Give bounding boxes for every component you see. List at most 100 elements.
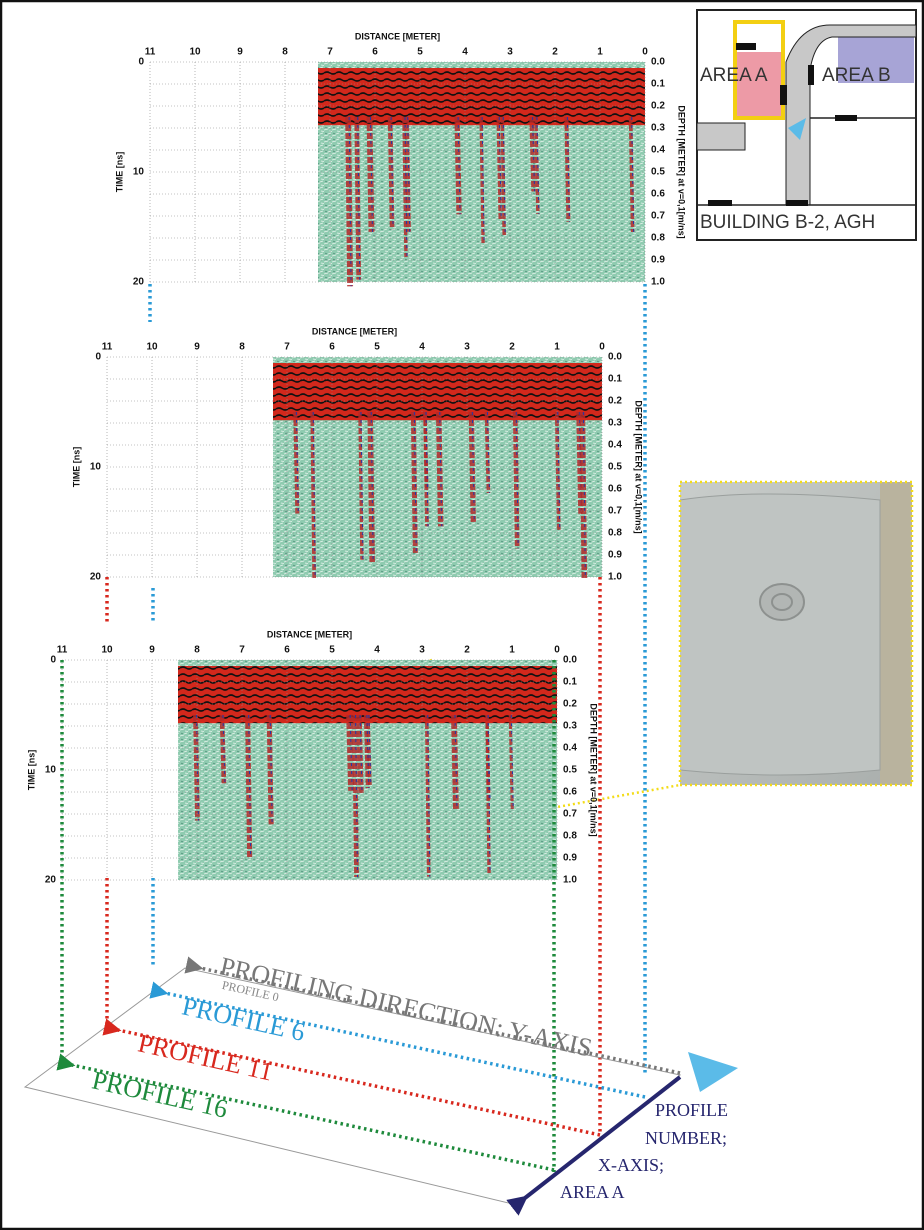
- reflection: [402, 116, 408, 257]
- distance-tick: 5: [374, 342, 380, 353]
- reflection: [481, 116, 485, 245]
- time-tick: 20: [45, 875, 57, 886]
- time-tick: 10: [45, 765, 57, 776]
- depth-tick: 0.3: [651, 123, 665, 134]
- reflection: [193, 714, 200, 821]
- distance-tick: 2: [464, 645, 470, 656]
- time-axis-title: TIME [ns]: [26, 750, 36, 791]
- reflection: [423, 411, 429, 527]
- depth-tick: 0.1: [651, 79, 665, 90]
- depth-tick: 0.4: [651, 145, 665, 156]
- radargram-panel: 11 10 9 8 7 6 5 4 3 2 1 00.00.10.20.30.40.50.60.70.…: [114, 31, 686, 287]
- depth-tick: 0.7: [651, 211, 665, 222]
- reflection: [352, 714, 359, 877]
- reflection: [366, 116, 375, 232]
- reflection: [486, 411, 490, 493]
- reflection: [557, 411, 561, 530]
- reflection: [631, 116, 635, 233]
- distance-tick: 6: [372, 47, 378, 58]
- depth-tick: 0.2: [651, 101, 665, 112]
- reflection: [269, 714, 273, 825]
- reflection: [295, 411, 299, 514]
- time-tick: 10: [90, 462, 102, 473]
- depth-tick: 0.2: [563, 699, 577, 710]
- reflection: [367, 411, 375, 563]
- reflection: [454, 116, 462, 215]
- time-tick: 0: [95, 352, 101, 363]
- reflection: [387, 116, 395, 230]
- distance-tick: 3: [507, 47, 513, 58]
- distance-tick: 11: [57, 645, 68, 656]
- distance-axis-title: DISTANCE [METER]: [267, 629, 352, 639]
- reflection: [457, 116, 461, 215]
- reflection: [576, 411, 583, 514]
- reflection: [529, 116, 536, 192]
- reflection: [496, 116, 502, 220]
- profiling-direction: PROFILING DIRECTION: Y-AXIS: [217, 951, 595, 1062]
- x-axis-label: PROFILE: [655, 1100, 728, 1120]
- depth-tick: 0.5: [651, 167, 665, 178]
- distance-tick: 4: [374, 645, 380, 656]
- distance-tick: 2: [552, 47, 558, 58]
- time-tick: 20: [90, 572, 102, 583]
- reflection: [310, 411, 317, 580]
- reflection: [579, 411, 588, 580]
- distance-tick: 4: [462, 47, 468, 58]
- depth-tick: 0.5: [563, 765, 577, 776]
- distance-tick: 2: [509, 342, 515, 353]
- reflection: [512, 411, 520, 549]
- reflection: [534, 116, 540, 214]
- map-label: BUILDING B-2, AGH: [700, 212, 875, 233]
- distance-tick: 6: [329, 342, 335, 353]
- site-map: [696, 9, 917, 241]
- depth-tick: 1.0: [563, 875, 577, 886]
- time-axis-title: TIME [ns]: [71, 447, 81, 488]
- time-axis-title: TIME [ns]: [114, 152, 124, 193]
- reflection: [363, 714, 370, 789]
- depth-tick: 0.8: [563, 831, 577, 842]
- distance-tick: 1: [597, 47, 603, 58]
- depth-tick: 0.9: [563, 853, 577, 864]
- distance-tick: 7: [284, 342, 290, 353]
- reflection: [219, 714, 227, 784]
- reflection: [369, 116, 373, 232]
- reflection: [498, 116, 502, 220]
- distance-tick: 10: [189, 47, 201, 58]
- radargram-surface: [273, 363, 602, 421]
- depth-tick: 0.6: [651, 189, 665, 200]
- guides: [60, 284, 647, 1172]
- distance-tick: 8: [239, 342, 245, 353]
- distance-tick: 7: [239, 645, 245, 656]
- time-tick: 20: [133, 277, 145, 288]
- profile-label: PROFILE 11: [135, 1028, 275, 1086]
- radargram-panel: 11 10 9 8 7 6 5 4 3 2 1 00.00.10.20.30.40.50.60.70.…: [26, 629, 598, 885]
- reflection: [479, 116, 485, 245]
- distance-tick: 10: [101, 645, 113, 656]
- distance-tick: 0: [599, 342, 605, 353]
- reflection: [359, 714, 363, 795]
- reflection: [487, 714, 491, 874]
- depth-axis-title: DEPTH [METER] at v=0,1[m/ns]: [589, 703, 599, 836]
- distance-tick: 0: [642, 47, 648, 58]
- time-tick: 0: [138, 57, 144, 68]
- distance-tick: 9: [149, 645, 155, 656]
- distance-tick: 7: [327, 47, 333, 58]
- depth-tick: 0.3: [608, 418, 622, 429]
- distance-tick: 3: [464, 342, 470, 353]
- reflection: [404, 116, 411, 232]
- radargram-panel: 11 10 9 8 7 6 5 4 3 2 1 00.00.10.20.30.40.50.60.70.…: [71, 326, 643, 582]
- depth-tick: 0.9: [651, 255, 665, 266]
- reflection: [554, 411, 561, 530]
- reflection: [360, 411, 364, 560]
- depth-tick: 0.9: [608, 550, 622, 561]
- reflection: [410, 411, 418, 553]
- radargram-surface: [178, 666, 557, 724]
- distance-tick: 0: [554, 645, 560, 656]
- depth-tick: 0.0: [608, 352, 622, 363]
- reflection: [356, 714, 364, 795]
- reflection: [536, 116, 540, 214]
- reflection: [390, 116, 394, 230]
- distance-tick: 10: [146, 342, 158, 353]
- reflection: [346, 714, 355, 791]
